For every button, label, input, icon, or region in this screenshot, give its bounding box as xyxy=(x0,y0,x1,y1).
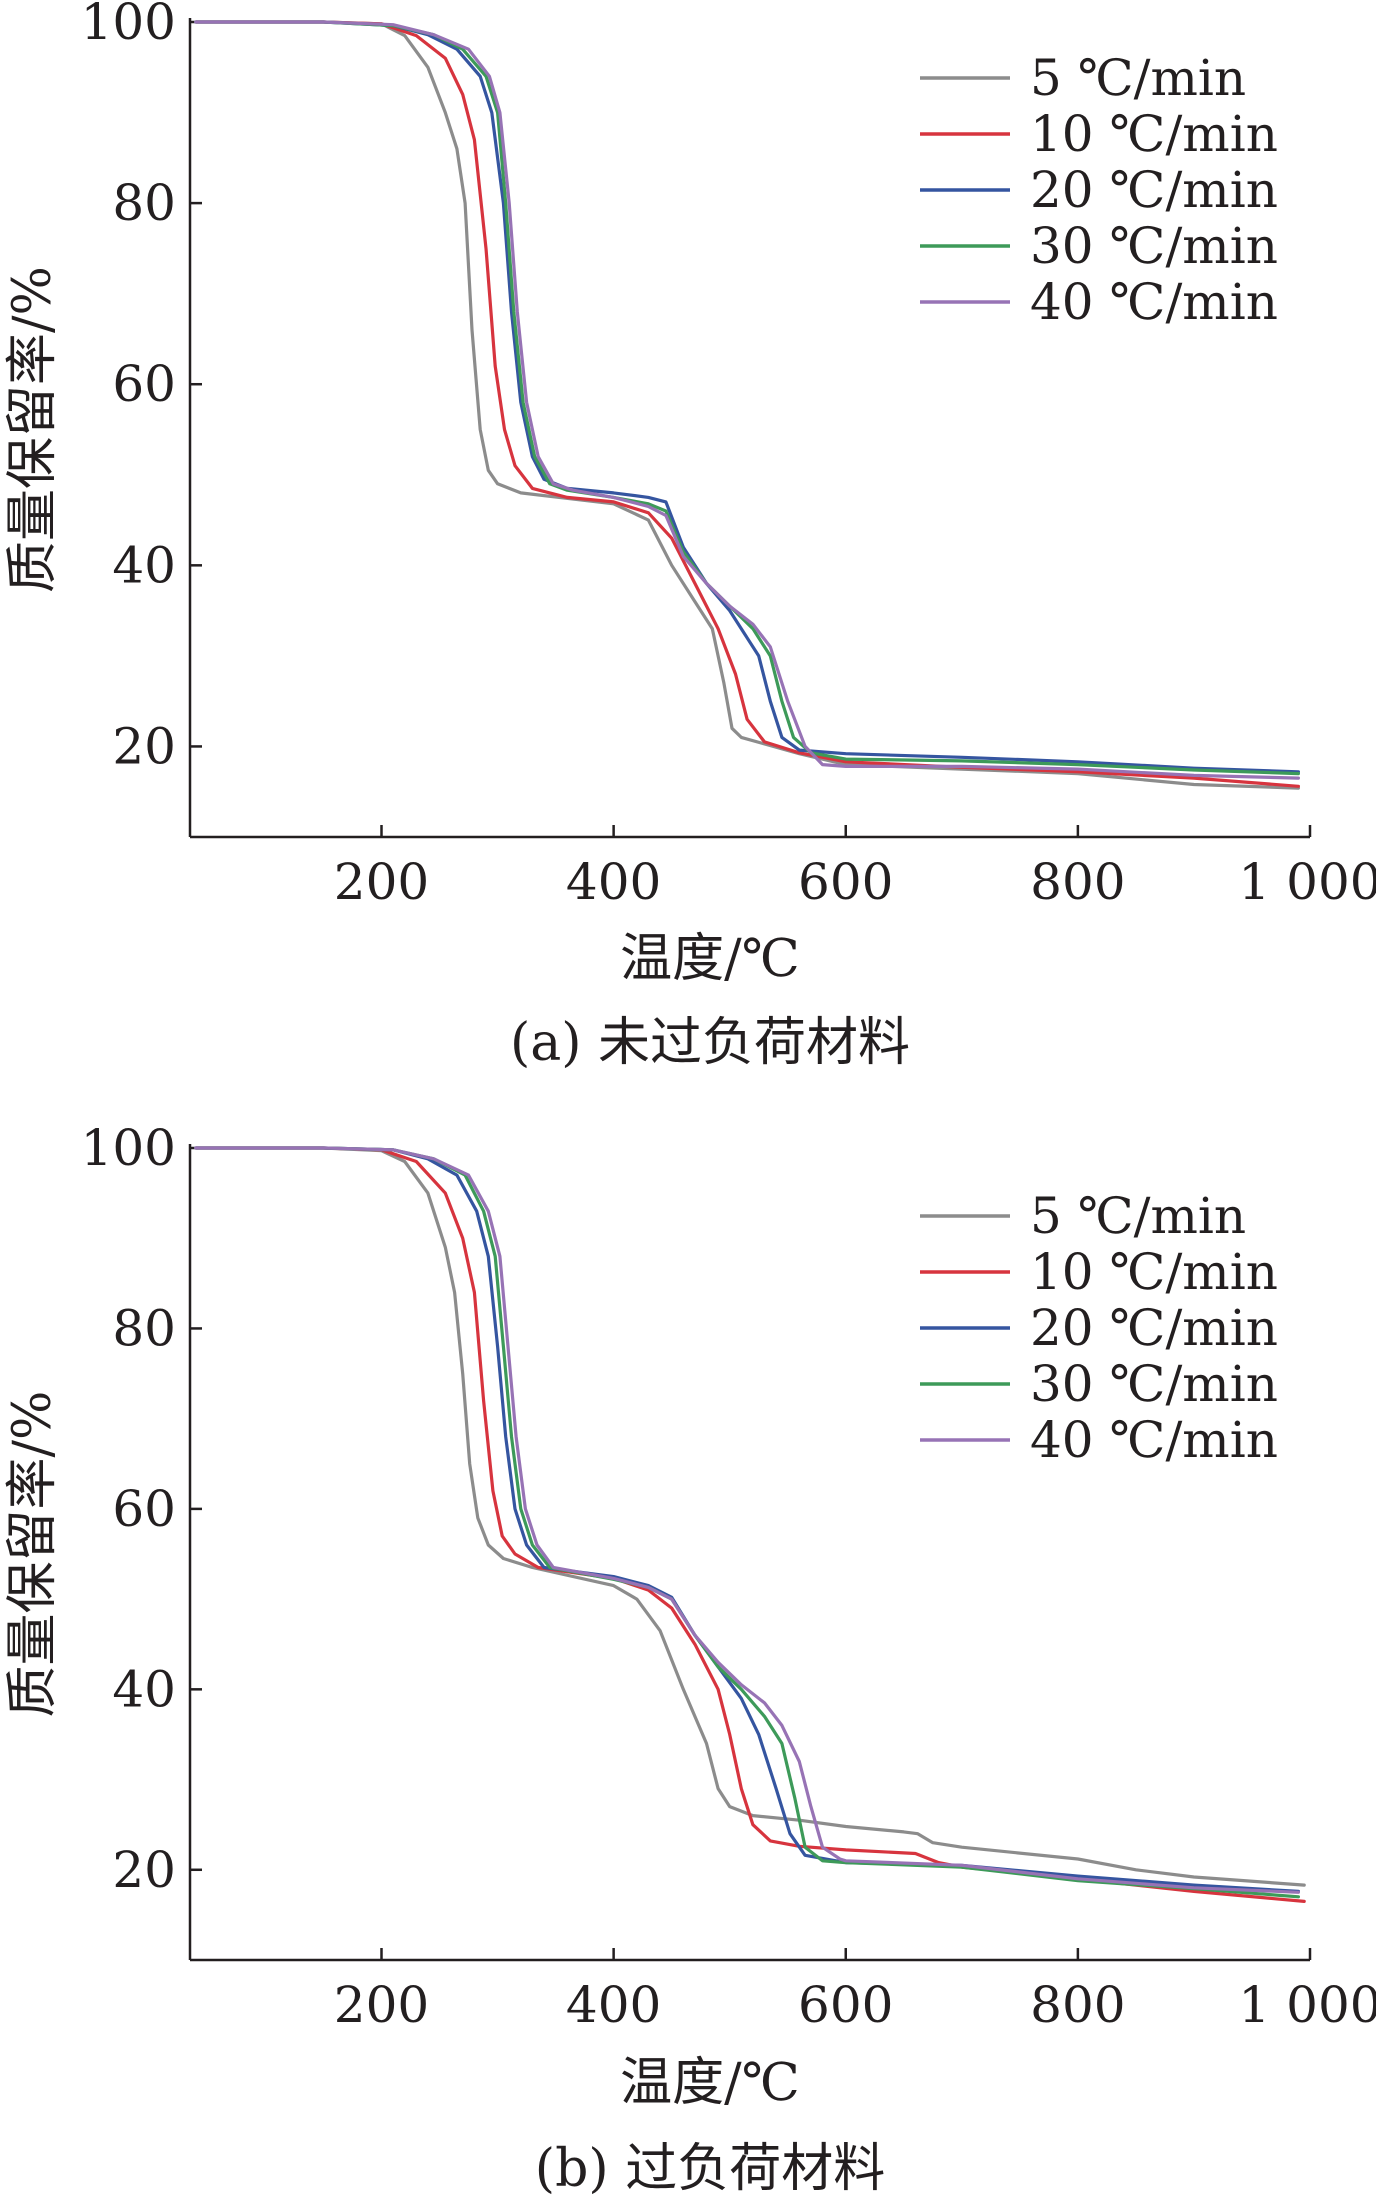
x-tick-label: 600 xyxy=(798,1976,893,2034)
chart-caption: (a) 未过负荷材料 xyxy=(510,1013,910,1073)
series-line xyxy=(194,1146,1306,1887)
y-tick-label: 80 xyxy=(112,1299,176,1357)
x-tick-label: 1 000 xyxy=(1238,853,1376,911)
x-tick-label: 200 xyxy=(334,853,429,911)
x-tick-label: 400 xyxy=(566,853,661,911)
x-axis-label: 温度/℃ xyxy=(620,2053,800,2113)
x-axis-label: 温度/℃ xyxy=(620,929,800,989)
legend-label: 40 ℃/min xyxy=(1030,1411,1278,1469)
y-tick-label: 20 xyxy=(112,717,176,775)
x-tick-label: 400 xyxy=(566,1976,661,2034)
chart-b: 20 40 60 80 100 200 400 600 800 1 000 温度/℃ 质量保留率/% (… xyxy=(3,1119,1376,2198)
series-line xyxy=(194,20,1300,790)
legend-label: 10 ℃/min xyxy=(1030,1243,1278,1301)
y-axis-label: 质量保留率/% xyxy=(3,266,63,593)
x-tick-label: 800 xyxy=(1030,1976,1125,2034)
legend-label: 10 ℃/min xyxy=(1030,105,1278,163)
series-line xyxy=(194,20,1300,776)
x-tick-label: 200 xyxy=(334,1976,429,2034)
y-tick-label: 100 xyxy=(81,1119,176,1177)
x-tick-label: 1 000 xyxy=(1238,1976,1376,2034)
x-tick-label: 800 xyxy=(1030,853,1125,911)
x-tick-label: 600 xyxy=(798,853,893,911)
chart-a: 20 40 60 80 100 200 400 600 800 1 000 温度/℃ 质量保留率/% (… xyxy=(3,0,1376,1073)
y-tick-label: 40 xyxy=(112,536,176,594)
series-line xyxy=(194,20,1300,780)
legend-label: 40 ℃/min xyxy=(1030,273,1278,331)
y-tick-label: 60 xyxy=(112,355,176,413)
legend-label: 5 ℃/min xyxy=(1030,1187,1246,1245)
y-tick-label: 20 xyxy=(112,1841,176,1899)
y-axis-label: 质量保留率/% xyxy=(3,1391,63,1718)
series-line xyxy=(194,1146,1306,1903)
legend-label: 20 ℃/min xyxy=(1030,161,1278,219)
series-line xyxy=(194,20,1300,774)
series-line xyxy=(194,1146,1300,1894)
y-tick-label: 80 xyxy=(112,174,176,232)
series-line xyxy=(194,20,1300,788)
y-tick-label: 40 xyxy=(112,1660,176,1718)
y-tick-label: 100 xyxy=(81,0,176,51)
legend-label: 30 ℃/min xyxy=(1030,1355,1278,1413)
legend-label: 5 ℃/min xyxy=(1030,49,1246,107)
chart-caption: (b) 过负荷材料 xyxy=(535,2139,885,2198)
legend-label: 30 ℃/min xyxy=(1030,217,1278,275)
y-tick-label: 60 xyxy=(112,1480,176,1538)
legend-label: 20 ℃/min xyxy=(1030,1299,1278,1357)
